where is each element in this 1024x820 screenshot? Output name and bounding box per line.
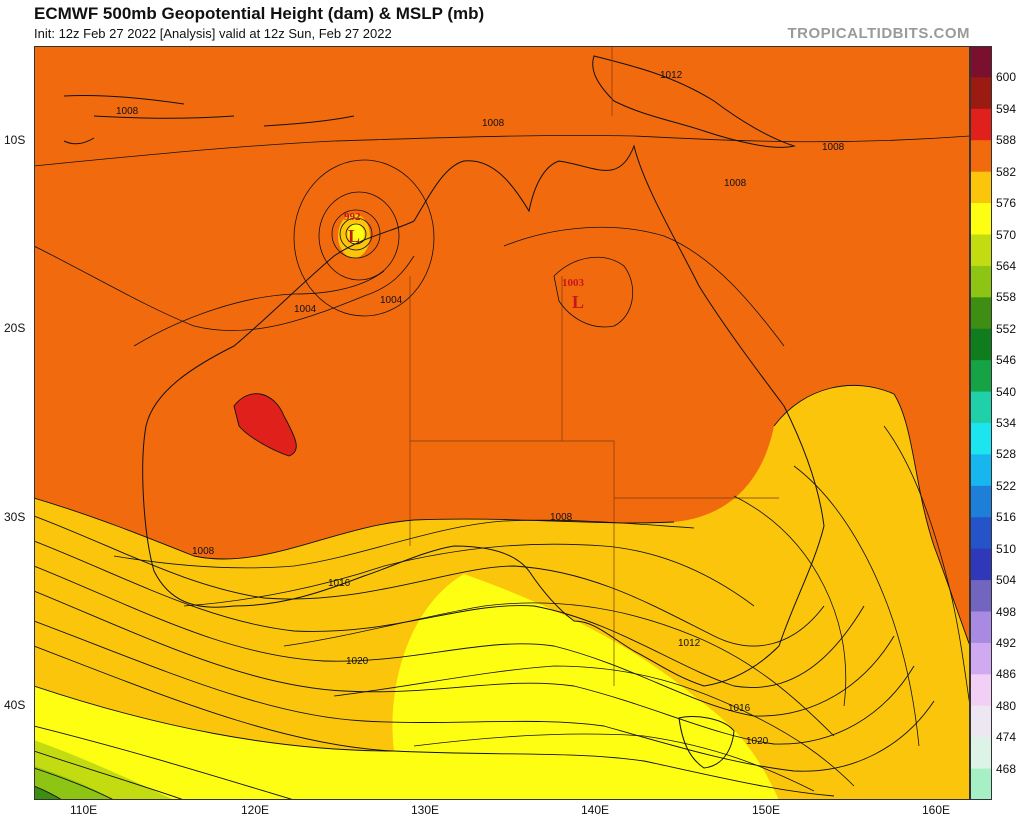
forecast-map[interactable]: 1008 1008 1008 1012 1008 1004 1004 1008 … (34, 46, 970, 800)
isobar-label: 1020 (346, 656, 369, 667)
isobar-label: 1012 (660, 70, 683, 81)
lat-label: 30S (4, 510, 26, 524)
colorbar-swatch (970, 737, 992, 770)
height-contours (34, 384, 970, 800)
colorbar-label: 582 (996, 164, 1017, 179)
colorbar-swatch (970, 423, 992, 455)
low-pressure-centre[interactable]: 992 L (344, 211, 361, 246)
colorbar (970, 46, 992, 800)
shade-552 (34, 786, 62, 800)
colorbar-label: 588 (996, 133, 1017, 148)
map-frame (34, 46, 970, 800)
low-value: 1003 (562, 277, 585, 289)
colorbar-swatch (970, 203, 992, 235)
colorbar-label: 534 (996, 416, 1017, 430)
colorbar-label: 468 (996, 761, 1017, 776)
colorbar-swatch (970, 297, 992, 330)
lon-label: 120E (241, 803, 270, 817)
colorbar-swatch (970, 454, 992, 487)
colorbar-label: 516 (996, 510, 1017, 525)
colorbar-label: 594 (996, 101, 1017, 116)
colorbar-swatch (970, 517, 992, 550)
colorbar-label: 552 (996, 321, 1017, 336)
state-borders (409, 46, 779, 686)
low-core-shade-inner (348, 224, 364, 244)
colorbar-label: 564 (996, 258, 1017, 273)
isobar-label: 1008 (482, 118, 505, 129)
colorbar-swatch (970, 108, 992, 141)
isobar-label: 1008 (116, 106, 139, 117)
colorbar-label: 576 (996, 196, 1017, 211)
coastline-islands (63, 94, 355, 145)
lon-label: 160E (922, 803, 951, 817)
isobar-label: 1008 (192, 546, 215, 557)
colorbar-swatch (970, 768, 992, 800)
coastline-tasmania (678, 716, 735, 769)
low-symbol: L (348, 226, 360, 246)
coastline-australia (142, 144, 825, 687)
colorbar-label: 546 (996, 353, 1017, 368)
colorbar-swatch (970, 77, 992, 110)
brand-watermark: TROPICALTIDBITS.COM (787, 25, 970, 42)
colorbar-swatch (970, 328, 992, 361)
isobar-labels: 1008 1008 1008 1012 1008 1004 1004 1008 … (116, 70, 845, 747)
isobar-label: 1008 (724, 178, 747, 189)
colorbar-label: 510 (996, 541, 1017, 556)
lat-label: 20S (4, 321, 26, 335)
isobar-label: 1016 (328, 578, 351, 589)
isobar-label: 1020 (746, 736, 769, 747)
isobar-label: 1008 (822, 142, 845, 153)
colorbar-label: 486 (996, 667, 1017, 682)
lon-label: 150E (752, 803, 781, 817)
colorbar-swatch (970, 46, 992, 78)
colorbar-label: 480 (996, 698, 1017, 713)
colorbar-label: 528 (996, 447, 1017, 462)
colorbar-swatch (970, 171, 992, 204)
coastline-new-guinea (592, 55, 796, 148)
colorbar-swatch (970, 140, 992, 173)
colorbar-swatch (970, 360, 992, 393)
colorbar-label: 498 (996, 604, 1017, 619)
colorbar-swatch (970, 674, 992, 707)
colorbar-swatch (970, 611, 992, 644)
low-value: 992 (344, 211, 361, 223)
colorbar-swatch (970, 705, 992, 738)
colorbar-swatch (970, 642, 992, 675)
isobar-label: 1004 (380, 295, 403, 306)
colorbar-swatch (970, 548, 992, 581)
colorbar-swatch (970, 485, 992, 518)
shade-570 (34, 574, 779, 800)
colorbar-swatch (970, 234, 992, 267)
colorbar-label: 558 (996, 290, 1017, 305)
colorbar-swatch (970, 580, 992, 612)
map-subtitle: Init: 12z Feb 27 2022 [Analysis] valid a… (34, 26, 392, 41)
shade-588 (234, 393, 297, 456)
isobar-label: 1004 (294, 304, 317, 315)
colorbar-label: 474 (996, 730, 1017, 745)
low-symbol: L (572, 292, 584, 312)
colorbar-label: 600 (996, 70, 1017, 85)
map-title: ECMWF 500mb Geopotential Height (dam) & … (34, 4, 485, 23)
isobar-label: 1008 (550, 512, 573, 523)
isobar-label: 1012 (678, 638, 701, 649)
colorbar-label: 522 (996, 478, 1017, 493)
low-pressure-centre[interactable]: 1003 L (562, 277, 585, 312)
lon-label: 140E (581, 803, 610, 817)
colorbar-label: 504 (996, 573, 1017, 588)
colorbar-label: 540 (996, 384, 1017, 399)
isobar-lines (34, 135, 970, 792)
colorbar-label: 570 (996, 227, 1017, 242)
colorbar-frame (970, 46, 992, 800)
lat-label: 10S (4, 133, 26, 147)
colorbar-swatch (970, 391, 992, 424)
lon-label: 130E (411, 803, 440, 817)
colorbar-label: 492 (996, 635, 1017, 650)
isobar-label: 1016 (728, 703, 751, 714)
lat-label: 40S (4, 698, 26, 712)
lon-label: 110E (70, 803, 98, 817)
colorbar-swatch (970, 265, 992, 298)
